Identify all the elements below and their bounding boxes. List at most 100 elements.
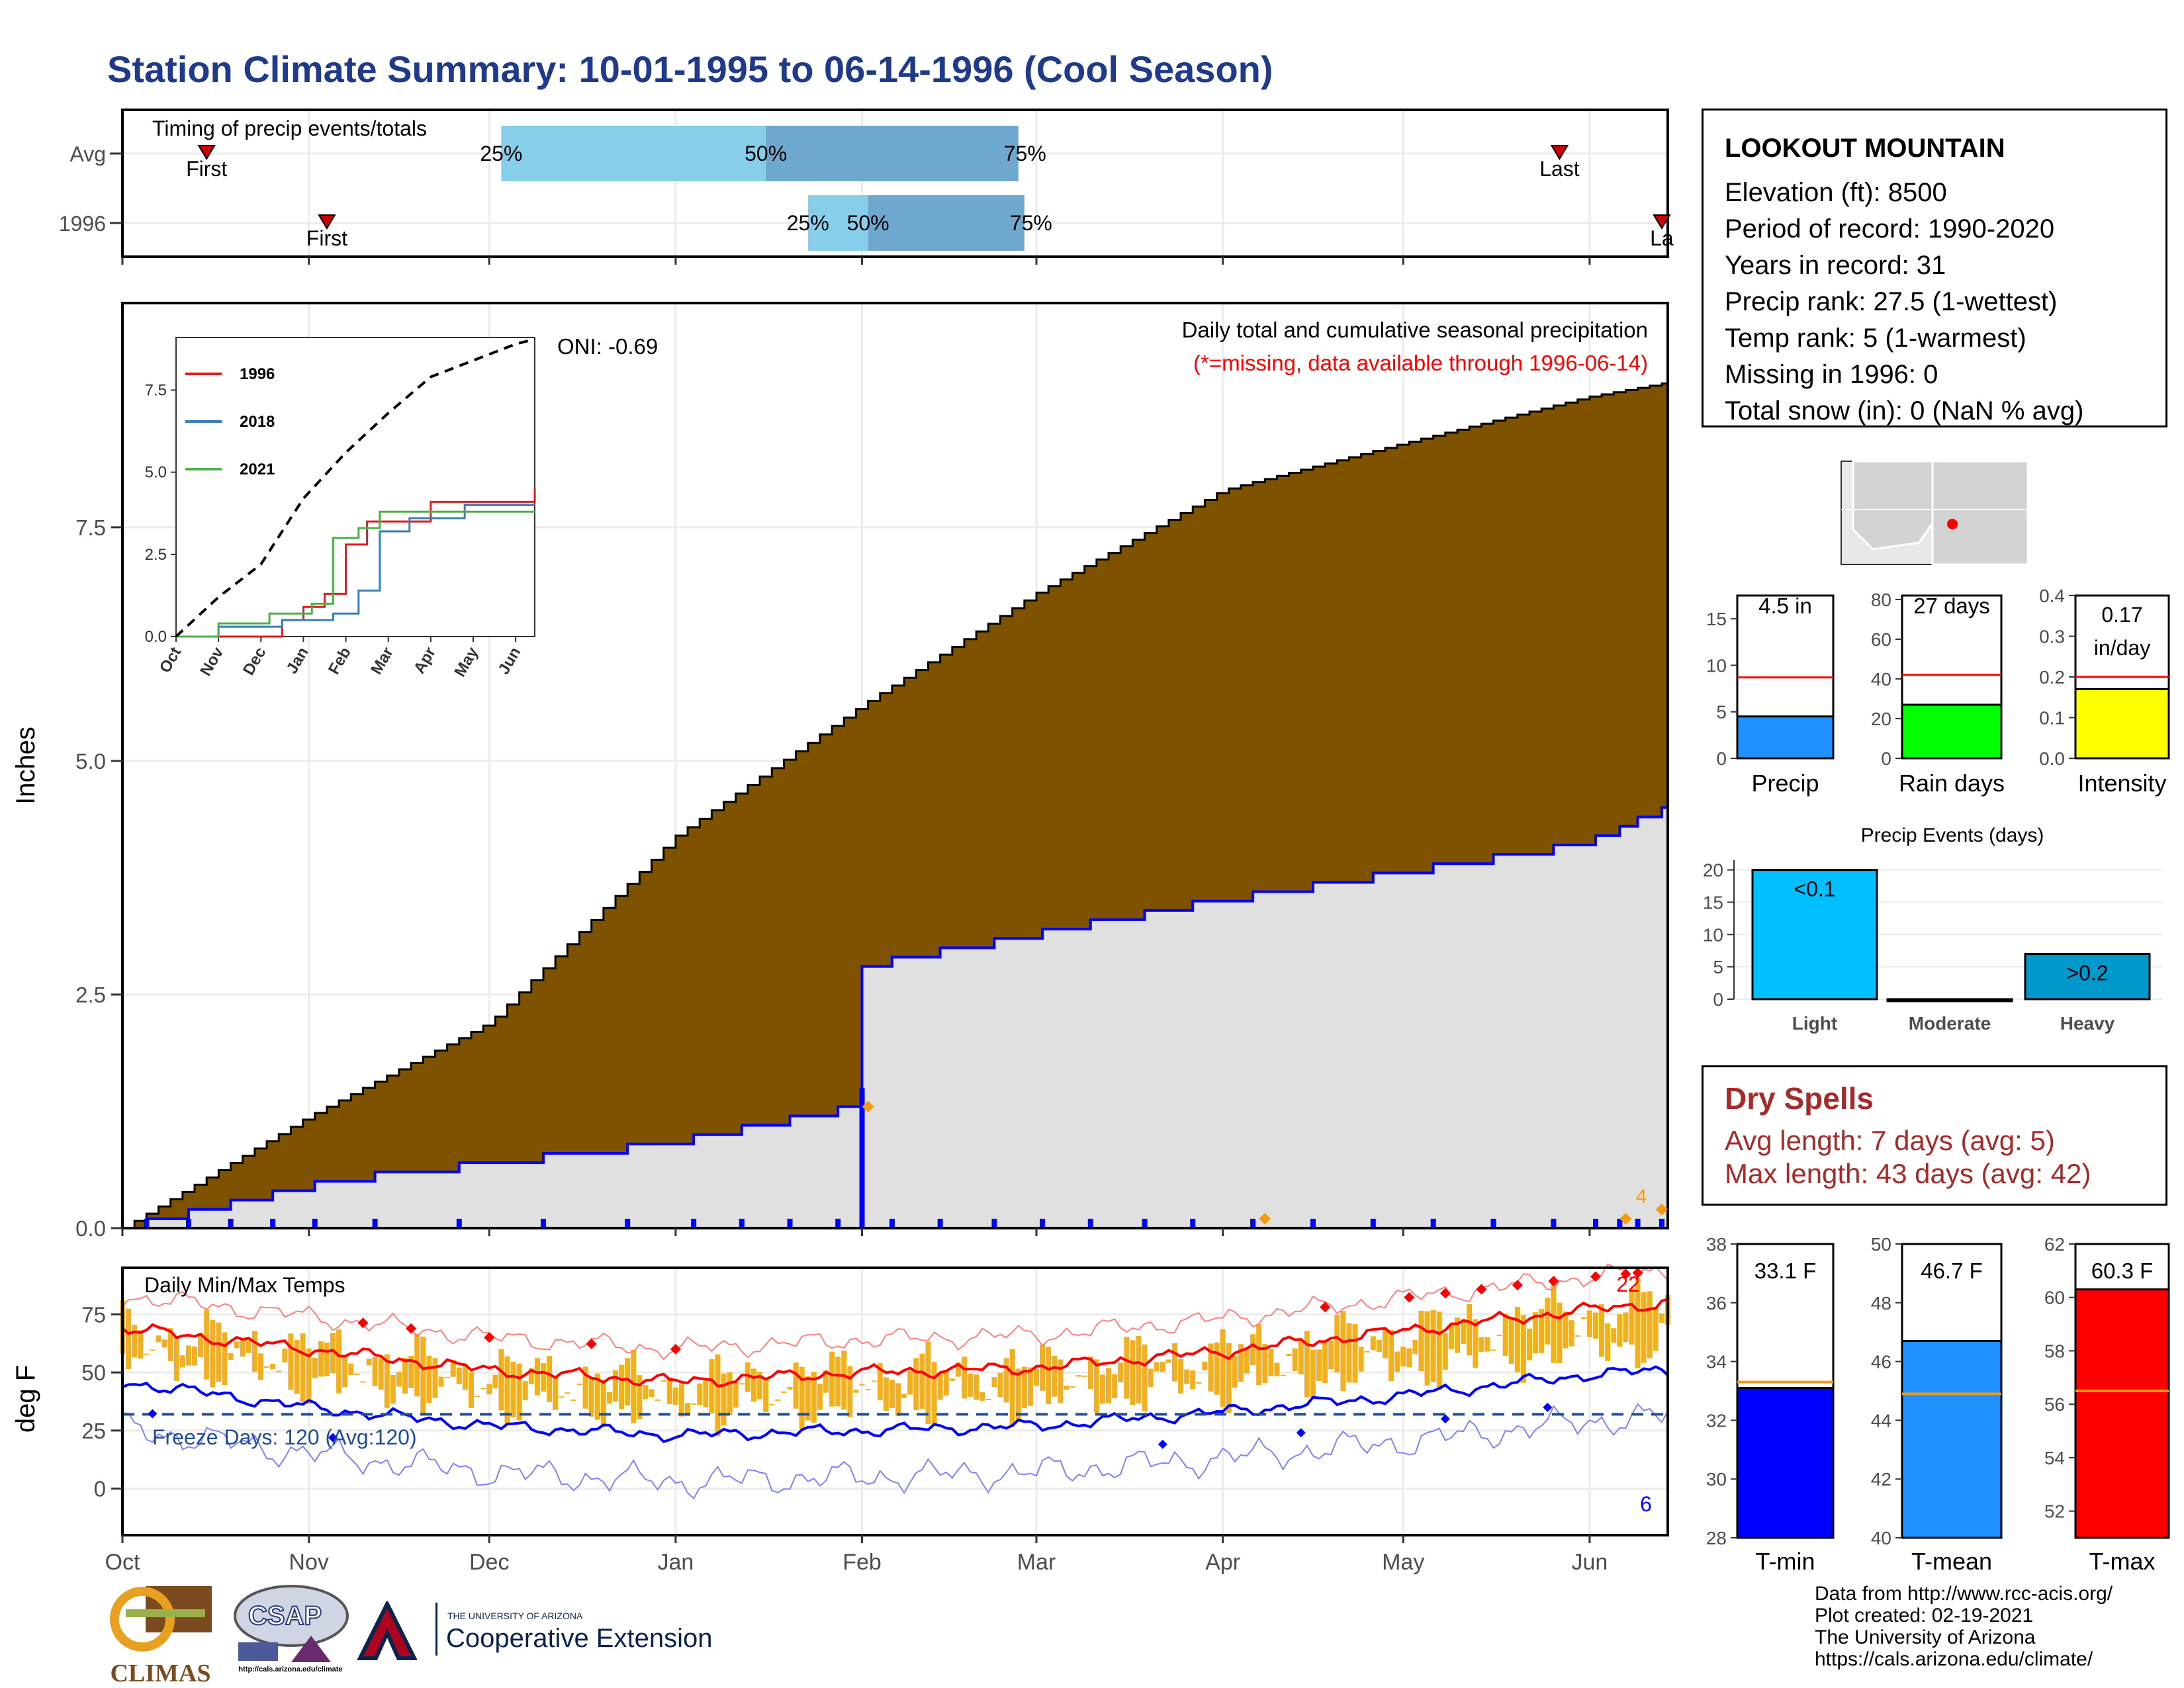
daily-temp-bar (1412, 1339, 1418, 1355)
daily-temp-bar (510, 1361, 516, 1417)
daily-temp-bar (354, 1373, 360, 1375)
daily-temp-bar (1058, 1359, 1064, 1403)
daily-temp-bar (1118, 1362, 1124, 1383)
daily-temp-bar (378, 1358, 384, 1390)
daily-temp-bar (823, 1370, 829, 1393)
daily-temp-bar (228, 1353, 234, 1360)
daily-temp-bar (1064, 1386, 1069, 1390)
timing-p50-label: 50% (847, 211, 889, 235)
daily-temp-bar (312, 1357, 318, 1378)
daily-temp-bar (173, 1337, 179, 1381)
daily-temp-bar (1322, 1341, 1328, 1384)
daily-temp-bar (1027, 1367, 1033, 1406)
map-state-nm (1931, 460, 2029, 566)
daily-temp-bar (1376, 1339, 1382, 1353)
daily-temp-bar (1424, 1311, 1430, 1386)
daily-temp-bar (1629, 1288, 1635, 1345)
daily-temp-bar (1112, 1374, 1118, 1399)
daily-temp-bar (246, 1340, 251, 1353)
daily-temp-bar (192, 1346, 198, 1366)
daily-temp-bar (781, 1391, 787, 1394)
daily-temp-bar (1592, 1312, 1598, 1339)
record-high-marker (670, 1343, 681, 1355)
daily-temp-bar (1280, 1374, 1286, 1376)
temp-y-tick-label: 25 (81, 1419, 106, 1443)
daily-temp-bar (588, 1377, 594, 1417)
daily-precip-bar (625, 1218, 631, 1228)
timing-bar-q25-q50 (501, 126, 766, 181)
daily-temp-bar (721, 1373, 727, 1426)
first-event-marker (197, 145, 216, 160)
daily-temp-bar (943, 1369, 949, 1396)
daily-temp-bar (475, 1396, 480, 1398)
inset-y-tick-label: 5.0 (145, 464, 167, 482)
daily-temp-bar (1099, 1374, 1105, 1404)
daily-temp-bar (270, 1364, 276, 1370)
temp-bar-y-tick-label: 46 (1871, 1352, 1891, 1372)
daily-temp-bar (805, 1376, 811, 1421)
daily-temp-bar (1274, 1362, 1280, 1376)
ua-extension-logo: THE UNIVERSITY OF ARIZONA Cooperative Ex… (357, 1601, 754, 1667)
daily-temp-bar (1539, 1309, 1545, 1353)
temp-bar-y-tick-label: 56 (2044, 1394, 2065, 1415)
daily-temp-bar (156, 1335, 161, 1343)
daily-temp-bar (582, 1366, 588, 1409)
daily-temp-bar (1190, 1370, 1196, 1390)
temp-bar-y-tick-label: 44 (1871, 1410, 1891, 1431)
daily-precip-bar (1370, 1218, 1376, 1228)
daily-temp-bar (240, 1338, 246, 1357)
temp-bar-value: 46.7 F (1921, 1259, 1983, 1283)
daily-precip-bar (270, 1218, 276, 1228)
daily-temp-bar (348, 1363, 354, 1375)
daily-precip-bar (1592, 1218, 1598, 1228)
daily-temp-bar (985, 1398, 991, 1400)
daily-temp-bar (727, 1372, 733, 1415)
daily-temp-bar (637, 1375, 643, 1419)
daily-temp-bar (420, 1336, 426, 1416)
daily-precip-bar (312, 1218, 318, 1228)
daily-temp-bar (1040, 1345, 1046, 1391)
daily-precip-bar (991, 1218, 997, 1228)
daily-temp-bar (1533, 1312, 1539, 1354)
daily-temp-bar (1496, 1335, 1502, 1337)
inset-x-tick-label: Jan (283, 644, 312, 677)
station-elevation: Elevation (ft): 8500 (1725, 178, 1947, 207)
mini-value-label: 27 days (1913, 594, 1990, 618)
inset-series-2018 (176, 504, 535, 638)
daily-precip-bar (540, 1218, 546, 1228)
daily-temp-bar (402, 1358, 408, 1394)
csap-text: CSAP (248, 1601, 322, 1631)
avg-max-line (121, 1298, 1668, 1388)
daily-temp-bar (132, 1325, 138, 1358)
temp-bar-y-tick-label: 36 (1706, 1293, 1727, 1313)
daily-temp-bar (1635, 1278, 1641, 1368)
daily-temp-bar (468, 1372, 474, 1408)
first-event-label: First (186, 157, 227, 181)
daily-temp-bar (366, 1358, 372, 1366)
cumulative-observed-line (122, 806, 1668, 1229)
daily-temp-bar (318, 1341, 324, 1377)
daily-temp-bar (1569, 1320, 1574, 1347)
daily-temp-bar (625, 1358, 631, 1406)
daily-temp-bar (1418, 1310, 1424, 1372)
temp-y-tick-label: 50 (81, 1360, 106, 1385)
daily-temp-bar (841, 1351, 847, 1410)
daily-temp-bar (1442, 1333, 1448, 1370)
temp-bar-y-tick-label: 58 (2044, 1341, 2065, 1361)
daily-temp-bar (685, 1403, 691, 1416)
dry-spells-title: Dry Spells (1725, 1081, 1874, 1116)
daily-temp-bar (264, 1366, 270, 1368)
daily-temp-bar (1226, 1343, 1232, 1413)
record-low-marker (148, 1409, 158, 1419)
station-temp-rank: Temp rank: 5 (1-warmest) (1725, 324, 2026, 353)
max-record-count: 22 (1616, 1272, 1640, 1296)
daily-temp-bar (360, 1381, 366, 1383)
daily-temp-bar (733, 1382, 739, 1408)
daily-temp-bar (396, 1372, 402, 1387)
daily-temp-bar (372, 1356, 378, 1386)
daily-temp-bar (697, 1383, 703, 1405)
footer-university: The University of Arizona (1815, 1626, 2036, 1648)
daily-temp-bar (1214, 1342, 1220, 1395)
daily-precip-bar (228, 1218, 234, 1228)
mini-bar-1 (1901, 703, 2003, 760)
